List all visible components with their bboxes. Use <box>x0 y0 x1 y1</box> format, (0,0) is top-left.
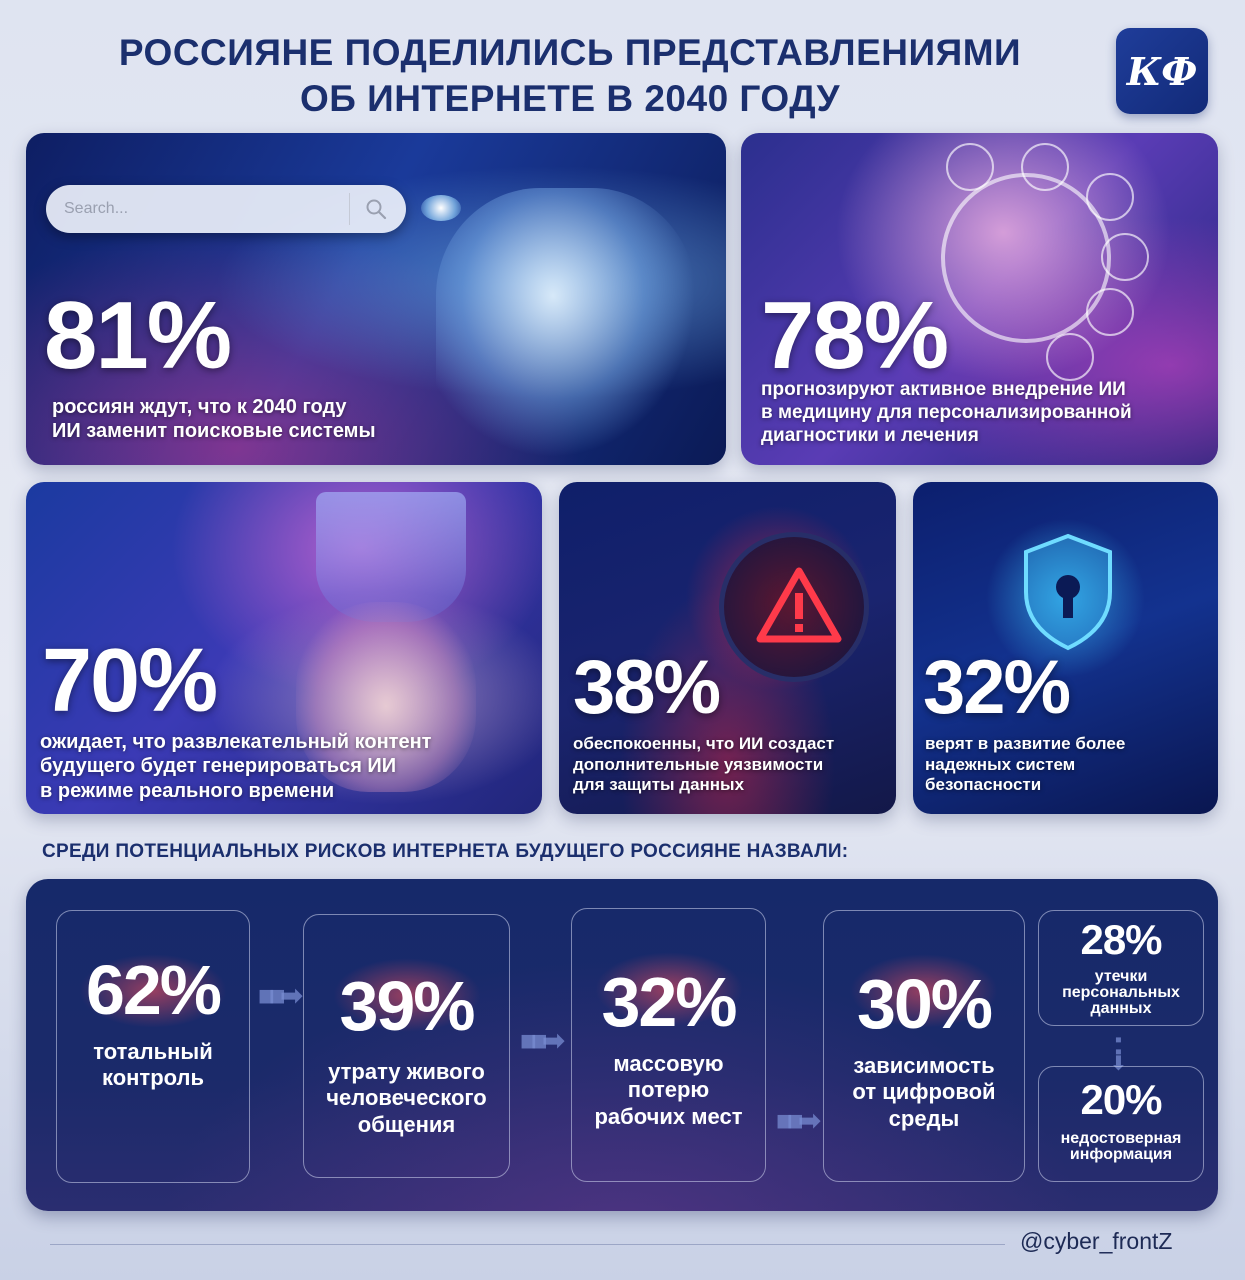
glow-decoration <box>588 949 749 1029</box>
title-line-1: РОССИЯНЕ ПОДЕЛИЛИСЬ ПРЕДСТАВЛЕНИЯМИ <box>118 32 1022 73</box>
risk-card-communication: 39% утрату живого человеческого общения <box>303 914 510 1178</box>
stat-percent: 81% <box>44 282 232 389</box>
stat-card-search: 81% россиян ждут, что к 2040 году ИИ зам… <box>26 133 726 465</box>
label-line: массовую <box>613 1051 724 1076</box>
risk-card-data-leaks: 28% утечки персональных данных <box>1038 910 1204 1026</box>
iv-drip-icon <box>1101 233 1149 281</box>
search-input[interactable] <box>46 185 346 233</box>
desc-line: ИИ заменит поисковые системы <box>52 420 376 443</box>
search-divider <box>349 193 350 225</box>
footer-divider <box>50 1244 1005 1245</box>
arrow-right-icon: ■■➡ <box>258 980 303 1011</box>
risk-card-misinformation: 20% недостоверная информация <box>1038 1066 1204 1182</box>
label-line: тотальный <box>93 1039 213 1064</box>
risk-percent: 20% <box>1080 1076 1162 1123</box>
stat-card-security: 32% верят в развитие более надежных сист… <box>913 482 1218 814</box>
arrow-right-icon: ■■➡ <box>520 1025 565 1056</box>
logo-text: КФ <box>1126 48 1198 94</box>
stat-description: верят в развитие более надежных систем б… <box>925 734 1125 796</box>
hand-care-icon <box>1086 173 1134 221</box>
glow-decoration <box>73 951 233 1031</box>
arrow-down-icon: ▪ ▪ ⬇ <box>1110 1029 1127 1075</box>
label-line: данных <box>1090 1000 1152 1017</box>
social-handle: @cyber_frontZ <box>1020 1228 1173 1254</box>
robot-hand-illustration <box>436 188 696 458</box>
desc-line: безопасности <box>925 775 1042 795</box>
glow-decoration <box>844 951 1004 1031</box>
title-line-2: ОБ ИНТЕРНЕТЕ В 2040 ГОДУ <box>299 78 841 119</box>
desc-line: диагностики и лечения <box>761 425 979 447</box>
pill-icon <box>1046 333 1094 381</box>
stat-card-medicine: 78% прогнозируют активное внедрение ИИ в… <box>741 133 1218 465</box>
desc-line: обеспокоенны, что ИИ создаст <box>573 734 835 753</box>
label-line: утечки <box>1094 968 1148 985</box>
page-title: РОССИЯНЕ ПОДЕЛИЛИСЬ ПРЕДСТАВЛЕНИЯМИ ОБ И… <box>40 30 1100 122</box>
label-line: информация <box>1069 1146 1173 1163</box>
risk-card-jobs: 32% массовую потерю рабочих мест <box>571 908 766 1182</box>
risk-label: тотальный контроль <box>57 1039 249 1092</box>
desc-line: в режиме реального времени <box>40 779 335 802</box>
risk-percent: 30% <box>856 965 993 1043</box>
vr-headset-person-illustration <box>296 602 476 792</box>
label-line: от цифровой <box>852 1079 996 1105</box>
label-line: утрату живого <box>328 1059 485 1084</box>
desc-line: дополнительные уязвимости <box>573 754 824 774</box>
risk-percent: 39% <box>339 967 475 1045</box>
label-line: потерю <box>627 1077 710 1103</box>
label-line: общения <box>357 1111 456 1137</box>
search-bar <box>46 185 406 233</box>
risk-percent: 32% <box>601 963 737 1041</box>
brand-logo: КФ <box>1116 28 1208 114</box>
risks-heading: СРЕДИ ПОТЕНЦИАЛЬНЫХ РИСКОВ ИНТЕРНЕТА БУД… <box>42 841 849 862</box>
desc-line: верят в развитие более <box>925 734 1126 753</box>
stat-card-vulnerabilities: 38% обеспокоенны, что ИИ создаст дополни… <box>559 482 896 814</box>
label-line: персональных <box>1062 984 1180 1001</box>
search-icon <box>366 199 387 220</box>
stat-description: прогнозируют активное внедрение ИИ в мед… <box>761 378 1132 448</box>
shield-lock-icon <box>1024 533 1112 651</box>
risk-label: недостоверная информация <box>1039 1131 1203 1163</box>
stat-description: россиян ждут, что к 2040 году ИИ заменит… <box>52 395 376 444</box>
label-line: среды <box>888 1105 960 1131</box>
risk-label: утечки персональных данных <box>1039 969 1203 1017</box>
risk-label: утрату живого человеческого общения <box>304 1059 509 1138</box>
stat-percent: 38% <box>573 645 721 730</box>
desc-line: в медицину для персонализированной <box>761 402 1132 424</box>
stat-percent: 32% <box>923 645 1071 730</box>
risk-card-dependence: 30% зависимость от цифровой среды <box>823 910 1025 1182</box>
glow-fingertip <box>421 195 461 221</box>
arrow-right-icon: ■■➡ <box>776 1105 821 1136</box>
glow-decoration <box>326 955 487 1035</box>
desc-line: ожидает, что развлекательный контент <box>40 731 432 753</box>
label-line: контроль <box>101 1065 205 1091</box>
risk-card-control: 62% тотальный контроль <box>56 910 250 1183</box>
stat-description: обеспокоенны, что ИИ создаст дополнитель… <box>573 734 834 796</box>
desc-line: для защиты данных <box>573 775 745 795</box>
stat-card-entertainment: 70% ожидает, что развлекательный контент… <box>26 482 542 814</box>
desc-line: прогнозируют активное внедрение ИИ <box>761 379 1126 400</box>
desc-line: надежных систем <box>925 754 1076 774</box>
desc-line: россиян ждут, что к 2040 году <box>52 396 347 418</box>
stethoscope-icon <box>946 143 994 191</box>
vr-city-illustration <box>316 492 466 622</box>
label-line: недостоверная <box>1060 1130 1182 1147</box>
magnifier-illustration <box>719 532 869 682</box>
risk-percent: 28% <box>1080 916 1162 963</box>
stat-description: ожидает, что развлекательный контент буд… <box>40 730 431 803</box>
stat-percent: 70% <box>42 631 218 731</box>
stat-percent: 78% <box>761 282 949 389</box>
medkit-icon <box>1086 288 1134 336</box>
label-line: рабочих мест <box>594 1103 743 1129</box>
desc-line: будущего будет генерироваться ИИ <box>40 755 397 778</box>
label-line: человеческого <box>326 1085 487 1111</box>
risks-panel: 62% тотальный контроль ■■➡ 39% утрату жи… <box>26 879 1218 1211</box>
warning-icon <box>756 567 842 643</box>
risk-label: массовую потерю рабочих мест <box>572 1051 765 1130</box>
risk-label: зависимость от цифровой среды <box>824 1053 1024 1132</box>
risk-percent: 62% <box>85 951 222 1029</box>
label-line: зависимость <box>853 1053 995 1078</box>
drop-icon <box>1021 143 1069 191</box>
